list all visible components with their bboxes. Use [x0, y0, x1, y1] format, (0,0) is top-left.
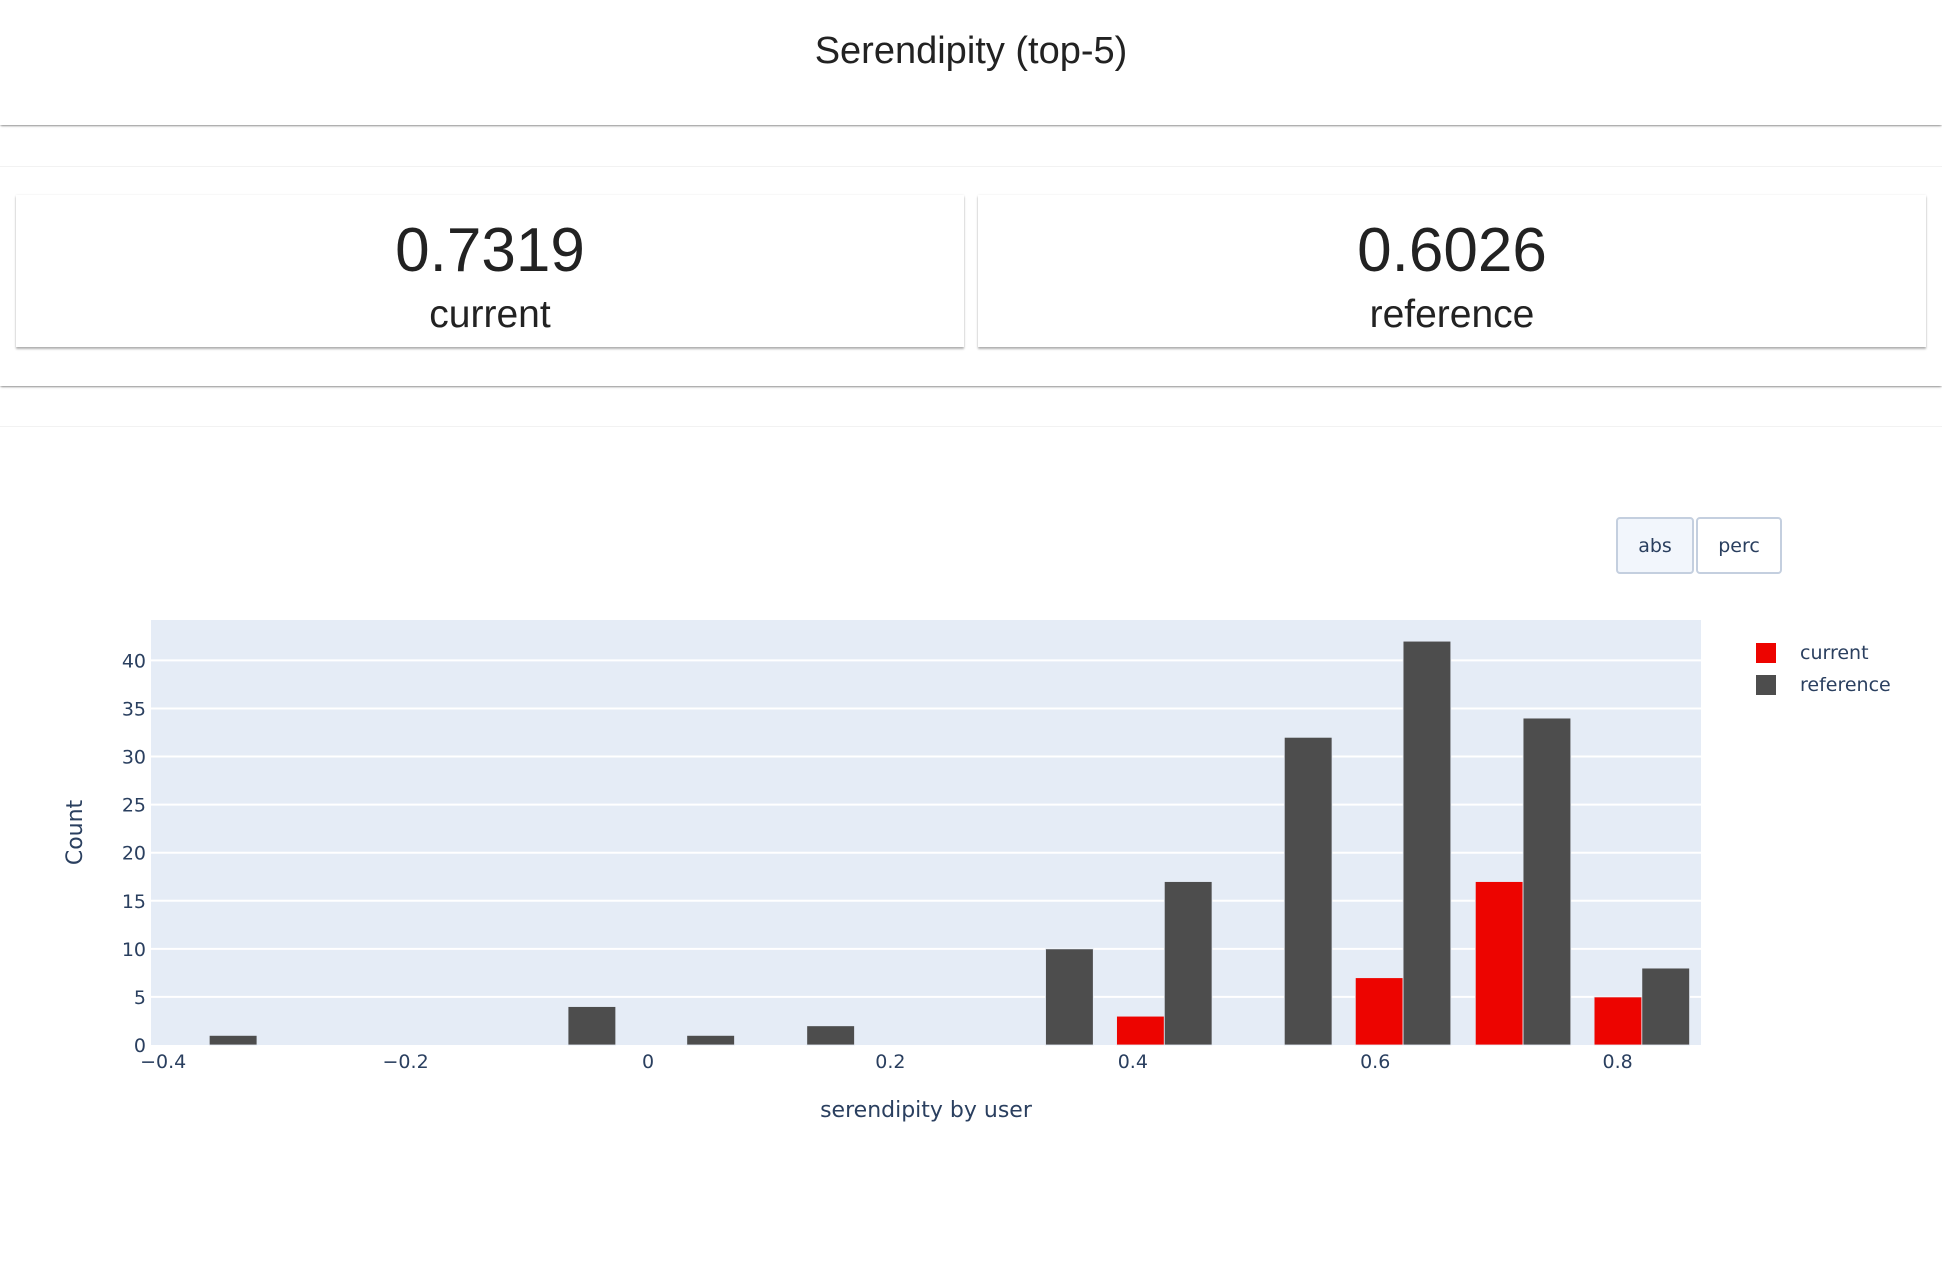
page-title: Serendipity (top-5) — [814, 30, 1128, 72]
legend-label: current — [1800, 642, 1869, 664]
bar-reference[interactable] — [1522, 717, 1572, 1046]
y-tick-label: 20 — [122, 843, 146, 865]
x-tick-label: 0.8 — [1602, 1051, 1632, 1073]
legend-item-reference[interactable]: reference — [1756, 669, 1891, 701]
x-tick-label: 0.6 — [1360, 1051, 1390, 1073]
bar-reference[interactable] — [1163, 881, 1213, 1046]
y-tick-label: 10 — [122, 939, 146, 961]
bar-reference[interactable] — [686, 1034, 735, 1046]
y-tick-label: 5 — [134, 987, 146, 1009]
bar-reference[interactable] — [567, 1006, 617, 1046]
y-tick-label: 15 — [122, 891, 146, 913]
y-tick-label: 0 — [134, 1035, 146, 1057]
metric-card-current: 0.7319 current — [16, 195, 964, 347]
chart-section: abs perc 0 5 10 15 20 25 30 35 40 −0.4 −0.2 0 0.2 0.4… — [0, 426, 1942, 1268]
legend: current reference — [1756, 637, 1891, 701]
y-axis-title: Count — [63, 799, 88, 865]
y-tick-label: 35 — [122, 698, 146, 720]
metric-label: reference — [1369, 293, 1535, 336]
x-tick-label: 0.4 — [1118, 1051, 1148, 1073]
legend-item-current[interactable]: current — [1756, 637, 1891, 669]
bar-current[interactable] — [1116, 1015, 1165, 1046]
histogram-chart[interactable]: 0 5 10 15 20 25 30 35 40 −0.4 −0.2 0 0.2 0.4 0.6 0.8 ser… — [0, 427, 1942, 1268]
x-tick-label: −0.2 — [383, 1051, 429, 1073]
x-tick-label: 0 — [642, 1051, 654, 1073]
bar-current[interactable] — [1474, 881, 1524, 1046]
y-tick-label: 40 — [122, 650, 146, 672]
bar-reference[interactable] — [208, 1034, 258, 1046]
title-card: Serendipity (top-5) — [0, 0, 1942, 125]
metric-label: current — [429, 293, 551, 336]
metric-value: 0.7319 — [395, 216, 585, 285]
bar-reference[interactable] — [1045, 948, 1094, 1046]
y-tick-label: 30 — [122, 747, 146, 769]
y-tick-label: 25 — [122, 795, 146, 817]
metric-value: 0.6026 — [1357, 216, 1547, 285]
legend-swatch-reference — [1756, 675, 1776, 695]
metrics-section: 0.7319 current 0.6026 reference — [0, 166, 1942, 386]
bar-current[interactable] — [1593, 996, 1643, 1046]
x-tick-label: −0.4 — [140, 1051, 186, 1073]
abs-button[interactable]: abs — [1616, 517, 1694, 574]
x-axis-title: serendipity by user — [820, 1098, 1033, 1123]
x-tick-label: 0.2 — [875, 1051, 905, 1073]
legend-swatch-current — [1756, 643, 1776, 663]
legend-label: reference — [1800, 674, 1891, 696]
plot-area — [151, 620, 1701, 1045]
bar-current[interactable] — [1354, 977, 1404, 1046]
perc-button[interactable]: perc — [1696, 517, 1782, 574]
metric-card-reference: 0.6026 reference — [978, 195, 1926, 347]
bar-reference[interactable] — [806, 1025, 855, 1046]
bar-reference[interactable] — [1641, 967, 1690, 1046]
bar-reference[interactable] — [1402, 640, 1452, 1046]
bar-reference[interactable] — [1283, 736, 1333, 1046]
